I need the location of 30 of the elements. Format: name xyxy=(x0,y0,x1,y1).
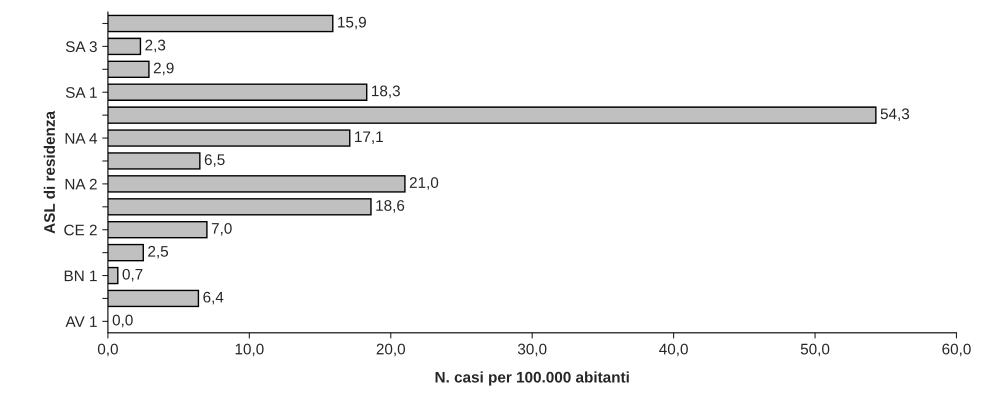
data-label: 17,1 xyxy=(355,132,383,144)
data-label: 21,0 xyxy=(410,177,438,190)
y-tick-label: NA 2 xyxy=(66,178,97,190)
data-label: 2,3 xyxy=(145,40,166,52)
data-label: 6,5 xyxy=(204,154,225,167)
data-label: 6,4 xyxy=(203,292,224,304)
data-label: 2,9 xyxy=(154,62,174,76)
y-tick-label: AV 1 xyxy=(66,316,97,327)
y-tick-label: BN 1 xyxy=(64,270,97,282)
x-axis-title: N. casi per 100.000 abitanti xyxy=(436,371,629,386)
data-label: 54,3 xyxy=(880,108,910,122)
data-label: 15,9 xyxy=(338,16,366,30)
x-tick-label: 40,0 xyxy=(659,344,688,356)
y-tick-label: SA 1 xyxy=(66,87,97,98)
data-label: 2,5 xyxy=(148,246,168,259)
x-tick-label: 50,0 xyxy=(800,344,830,356)
data-label: 0,7 xyxy=(122,268,142,282)
y-axis-title: ASL di residenza xyxy=(44,110,55,234)
x-tick-label: 20,0 xyxy=(376,344,406,356)
x-tick-label: 10,0 xyxy=(236,344,264,356)
data-label: 18,3 xyxy=(372,86,400,98)
data-label: 7,0 xyxy=(212,223,232,236)
y-tick-label: CE 2 xyxy=(64,224,97,236)
y-tick-label: SA 3 xyxy=(66,41,97,52)
x-tick-label: 0,0 xyxy=(98,344,118,356)
y-tick-label: NA 4 xyxy=(66,133,98,144)
x-tick-label: 60,0 xyxy=(942,344,971,356)
x-tick-label: 30,0 xyxy=(518,344,546,356)
data-label: 0,0 xyxy=(112,314,133,328)
data-label: 18,6 xyxy=(376,200,404,213)
